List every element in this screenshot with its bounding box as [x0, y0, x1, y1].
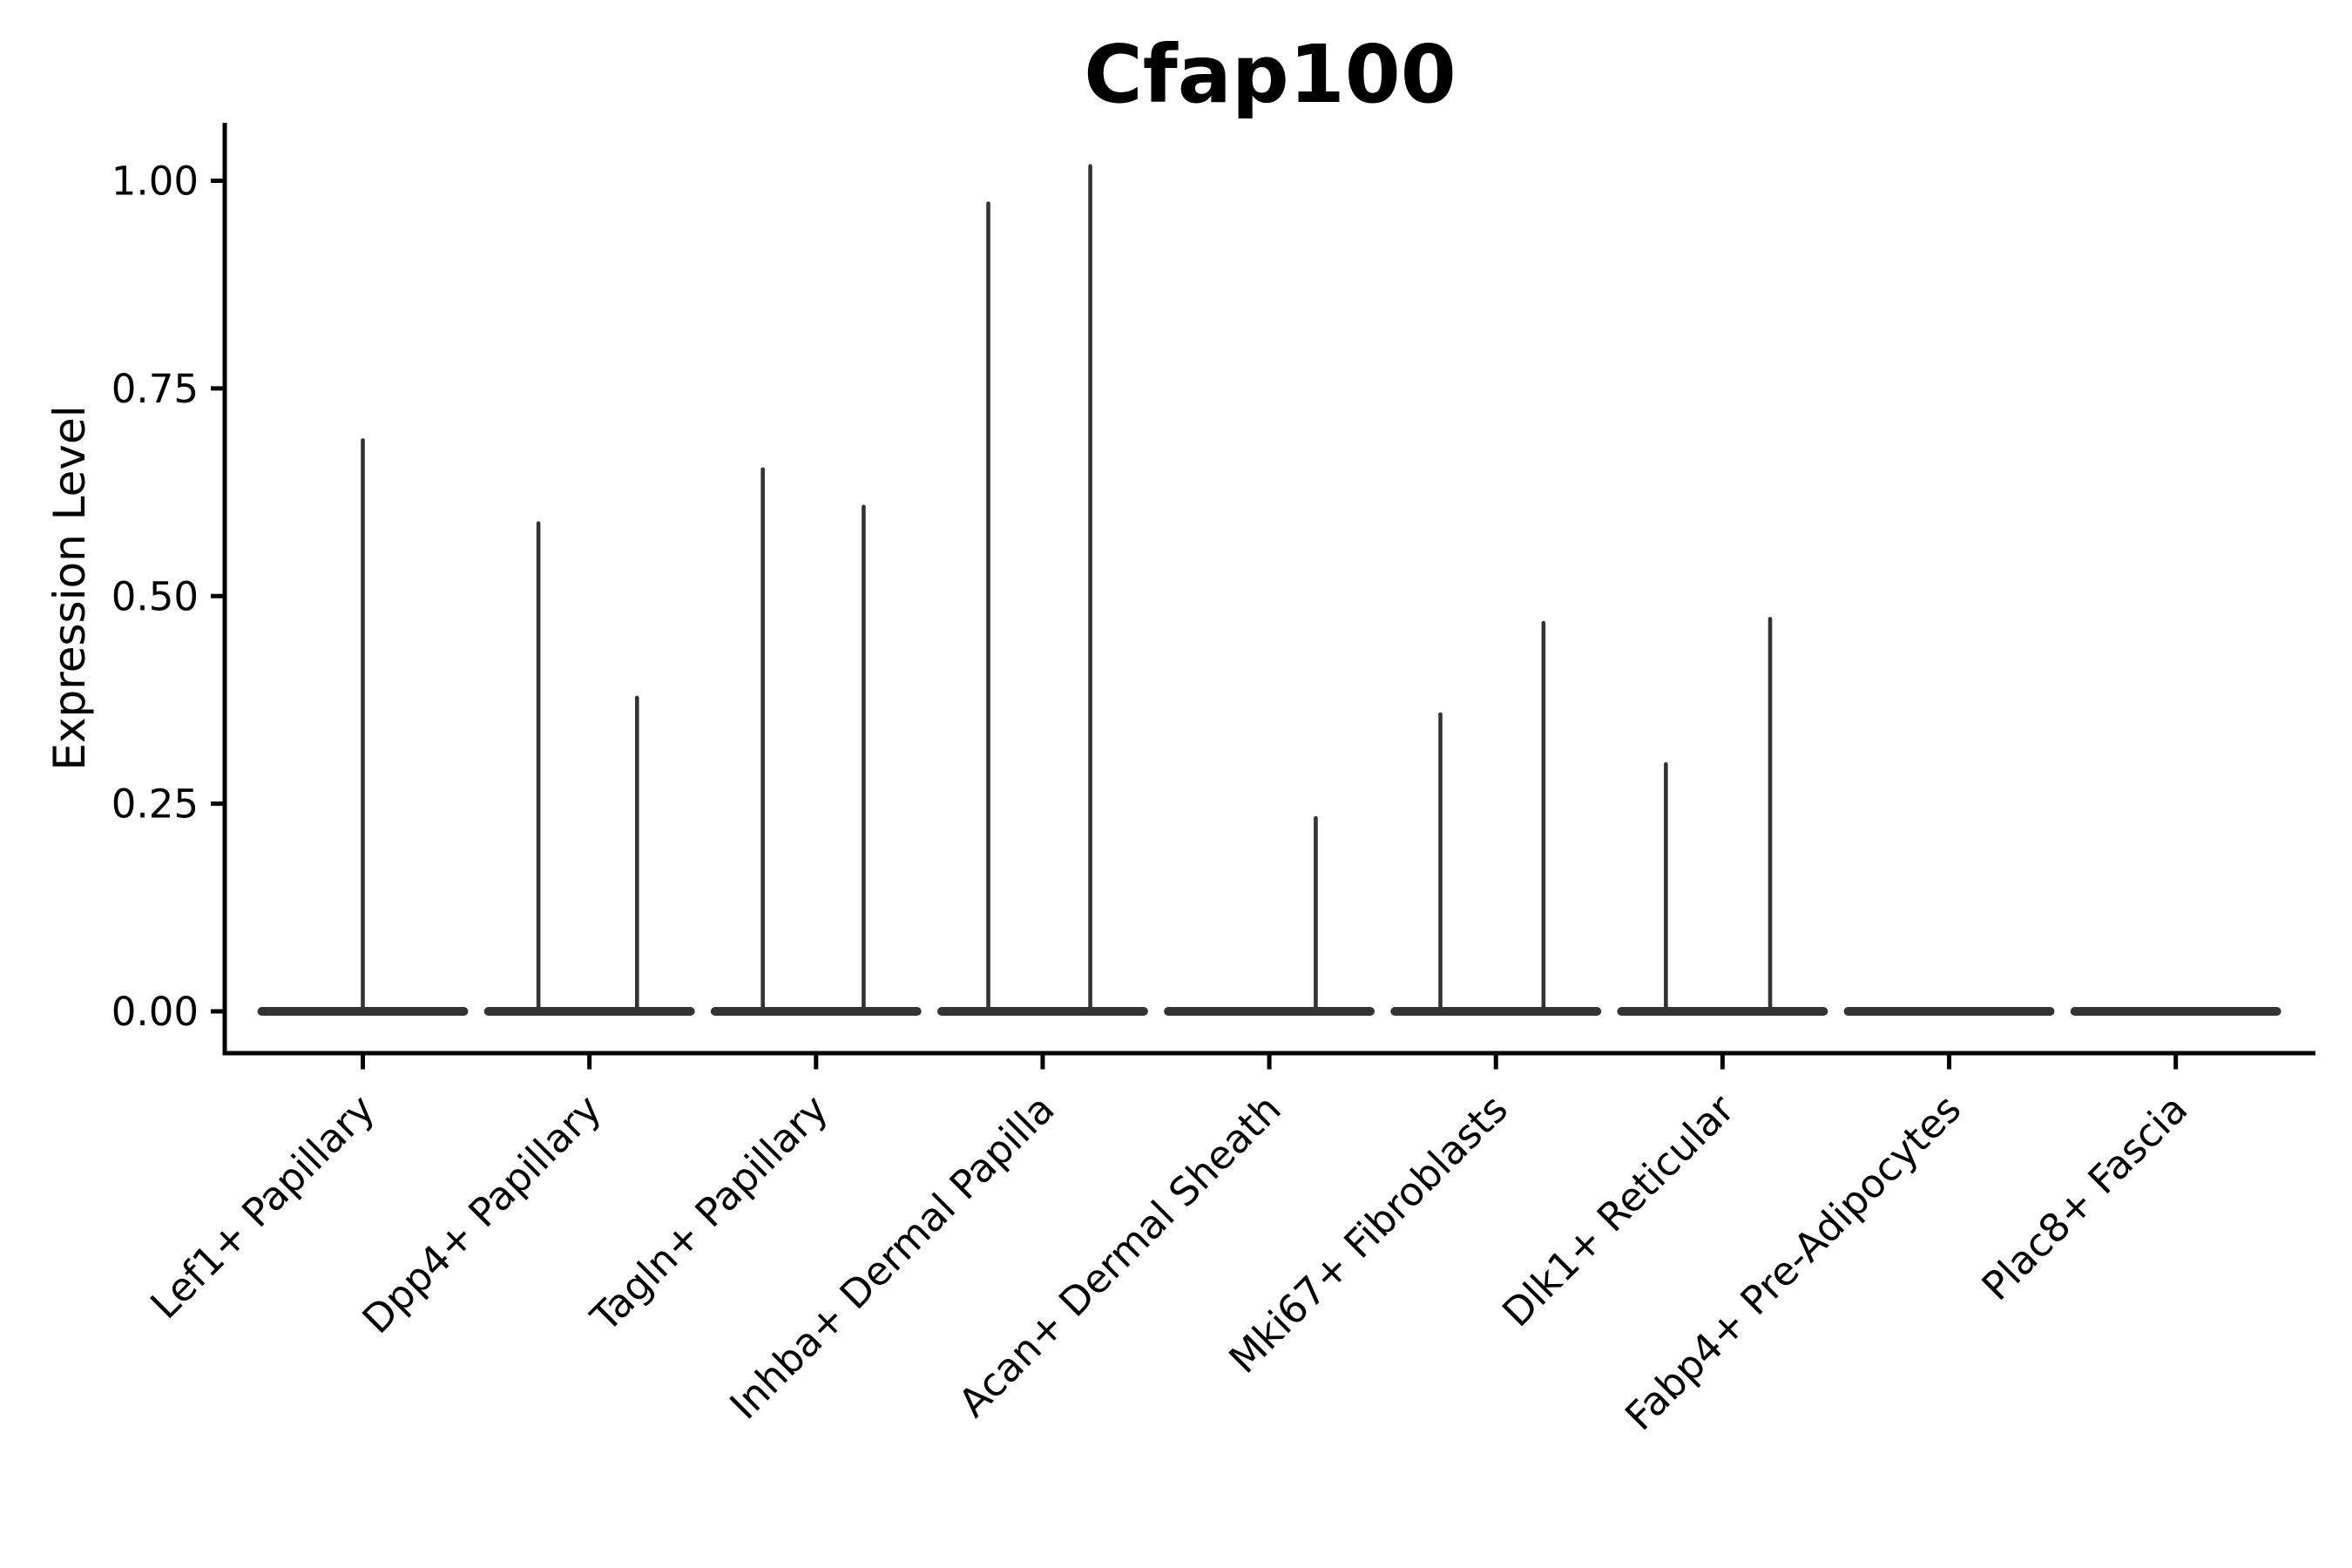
- chart-title: Cfap100: [1084, 28, 1456, 121]
- y-tick-label: 0.25: [112, 781, 199, 828]
- violin-base: [1390, 1007, 1602, 1016]
- violin-base: [710, 1007, 922, 1016]
- violin-spike: [1314, 815, 1318, 1014]
- violin-spike: [1767, 617, 1773, 1014]
- violin-spike: [536, 521, 541, 1014]
- violin-base: [1617, 1007, 1828, 1016]
- x-tick-label: Dlk1+ Reticular: [1493, 1085, 1743, 1335]
- violin-spike: [1664, 761, 1668, 1014]
- violin-spike: [1541, 620, 1546, 1014]
- x-tick-label: Lef1+ Papillary: [141, 1085, 383, 1328]
- violin-base: [936, 1007, 1148, 1016]
- violin-spike: [634, 695, 639, 1014]
- y-tick-label: 0.50: [112, 573, 199, 619]
- violin-base: [1843, 1007, 2055, 1016]
- y-tick-label: 1.00: [112, 159, 199, 205]
- violin-spike: [986, 201, 990, 1014]
- violin-base: [483, 1007, 695, 1016]
- x-tick-label: Dpp4+ Papillary: [354, 1085, 611, 1342]
- violin-base: [2070, 1007, 2281, 1016]
- violin-spike: [1088, 164, 1092, 1014]
- y-tick-label: 0.00: [112, 989, 199, 1035]
- x-tick-label: Plac8+ Fascia: [1973, 1085, 2197, 1309]
- y-tick-label: 0.75: [112, 366, 199, 412]
- violin-spike: [1438, 712, 1443, 1014]
- violin-spike: [760, 467, 765, 1014]
- x-tick-label: Tagln+ Papillary: [581, 1085, 836, 1341]
- violin-spike: [361, 438, 365, 1015]
- violin-base: [1164, 1007, 1375, 1016]
- violin-spike: [862, 504, 866, 1014]
